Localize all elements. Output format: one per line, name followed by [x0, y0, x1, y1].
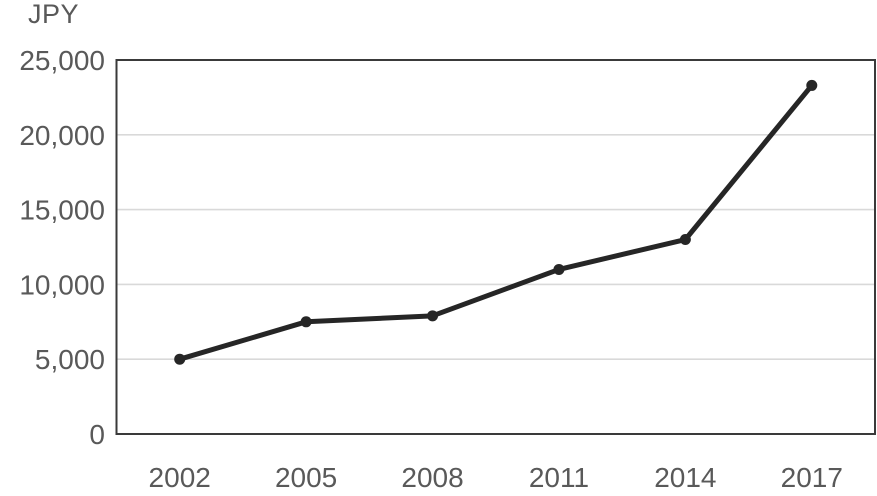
x-tick-label: 2014: [654, 462, 716, 493]
plot-border: [115, 59, 876, 435]
y-axis-unit-label: JPY: [28, 0, 80, 29]
y-tick-label: 10,000: [19, 269, 105, 300]
y-tick-label: 20,000: [19, 120, 105, 151]
data-point-marker: [174, 353, 186, 365]
y-tick-label: 25,000: [19, 45, 105, 76]
y-tick-label: 5,000: [35, 344, 105, 375]
x-tick-label: 2005: [275, 462, 337, 493]
x-tick-label: 2008: [401, 462, 463, 493]
data-point-marker: [427, 310, 439, 322]
data-point-marker: [300, 316, 312, 328]
data-point-marker: [679, 234, 691, 246]
data-point-marker: [806, 79, 818, 91]
data-point-marker: [553, 263, 565, 275]
data-line: [177, 82, 815, 362]
y-tick-label: 0: [89, 419, 105, 450]
y-tick-label: 15,000: [19, 195, 105, 226]
x-tick-label: 2011: [529, 462, 589, 493]
x-tick-label: 2002: [149, 462, 211, 493]
x-tick-label: 2017: [781, 462, 843, 493]
